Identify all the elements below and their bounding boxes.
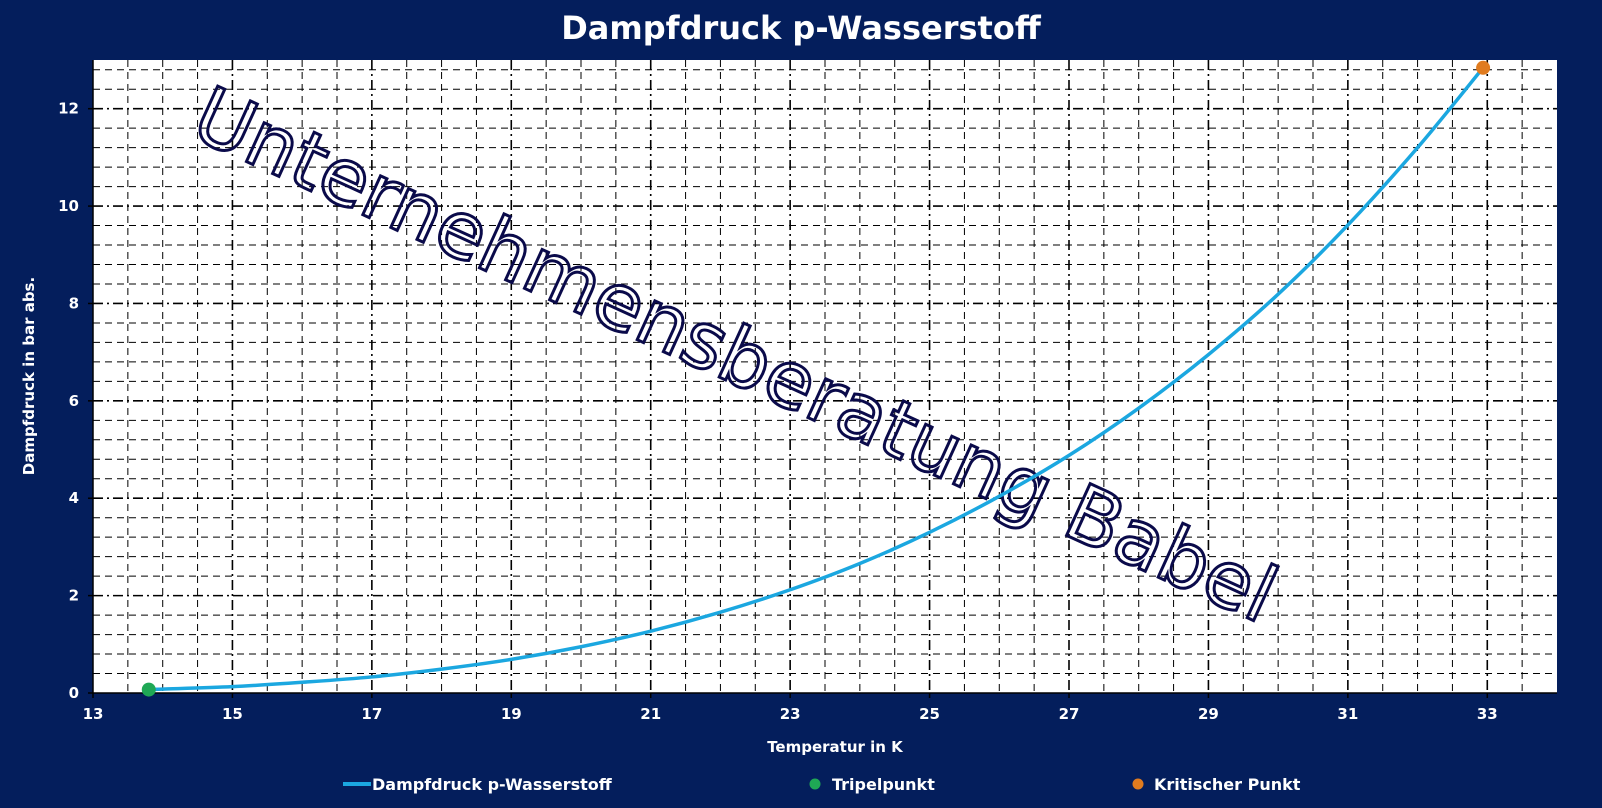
y-axis-label: Dampfdruck in bar abs. (20, 277, 38, 475)
x-tick-label: 27 (1059, 705, 1080, 723)
x-tick-label: 13 (83, 705, 104, 723)
x-axis-label: Temperatur in K (767, 738, 904, 756)
y-tick-label: 2 (69, 587, 79, 605)
x-tick-label: 33 (1477, 705, 1498, 723)
chart-title: Dampfdruck p-Wasserstoff (561, 9, 1042, 47)
y-tick-label: 8 (69, 294, 79, 312)
x-tick-label: 21 (640, 705, 661, 723)
x-tick-label: 19 (501, 705, 522, 723)
y-tick-label: 12 (58, 100, 79, 118)
legend-label: Dampfdruck p-Wasserstoff (372, 775, 613, 794)
series-line-dampfdruck (148, 66, 1485, 692)
legend-label: Kritischer Punkt (1154, 775, 1301, 794)
x-tick-label: 15 (222, 705, 243, 723)
series-layer (141, 60, 1491, 697)
x-tick-label: 17 (361, 705, 382, 723)
tick-labels: 13 15 17 19 21 23 25 27 29 31 33 0 2 4 6 8 10 12 (58, 100, 1498, 723)
x-tick-label: 23 (780, 705, 801, 723)
y-tick-label: 0 (69, 684, 79, 702)
legend-marker-dot (809, 778, 821, 790)
x-tick-label: 29 (1198, 705, 1219, 723)
legend-label: Tripelpunkt (832, 775, 935, 794)
grid (93, 60, 1557, 693)
point-tripelpunkt (141, 682, 156, 697)
point-kritischer-punkt (1476, 60, 1491, 75)
x-tick-label: 25 (919, 705, 940, 723)
axes (92, 60, 1557, 694)
y-tick-label: 6 (69, 392, 79, 410)
legend: Dampfdruck p-Wasserstoff Tripelpunkt Kriti… (343, 775, 1301, 794)
legend-marker-dot (1132, 778, 1144, 790)
y-tick-label: 10 (58, 197, 79, 215)
y-tick-label: 4 (69, 489, 79, 507)
x-tick-label: 31 (1337, 705, 1358, 723)
